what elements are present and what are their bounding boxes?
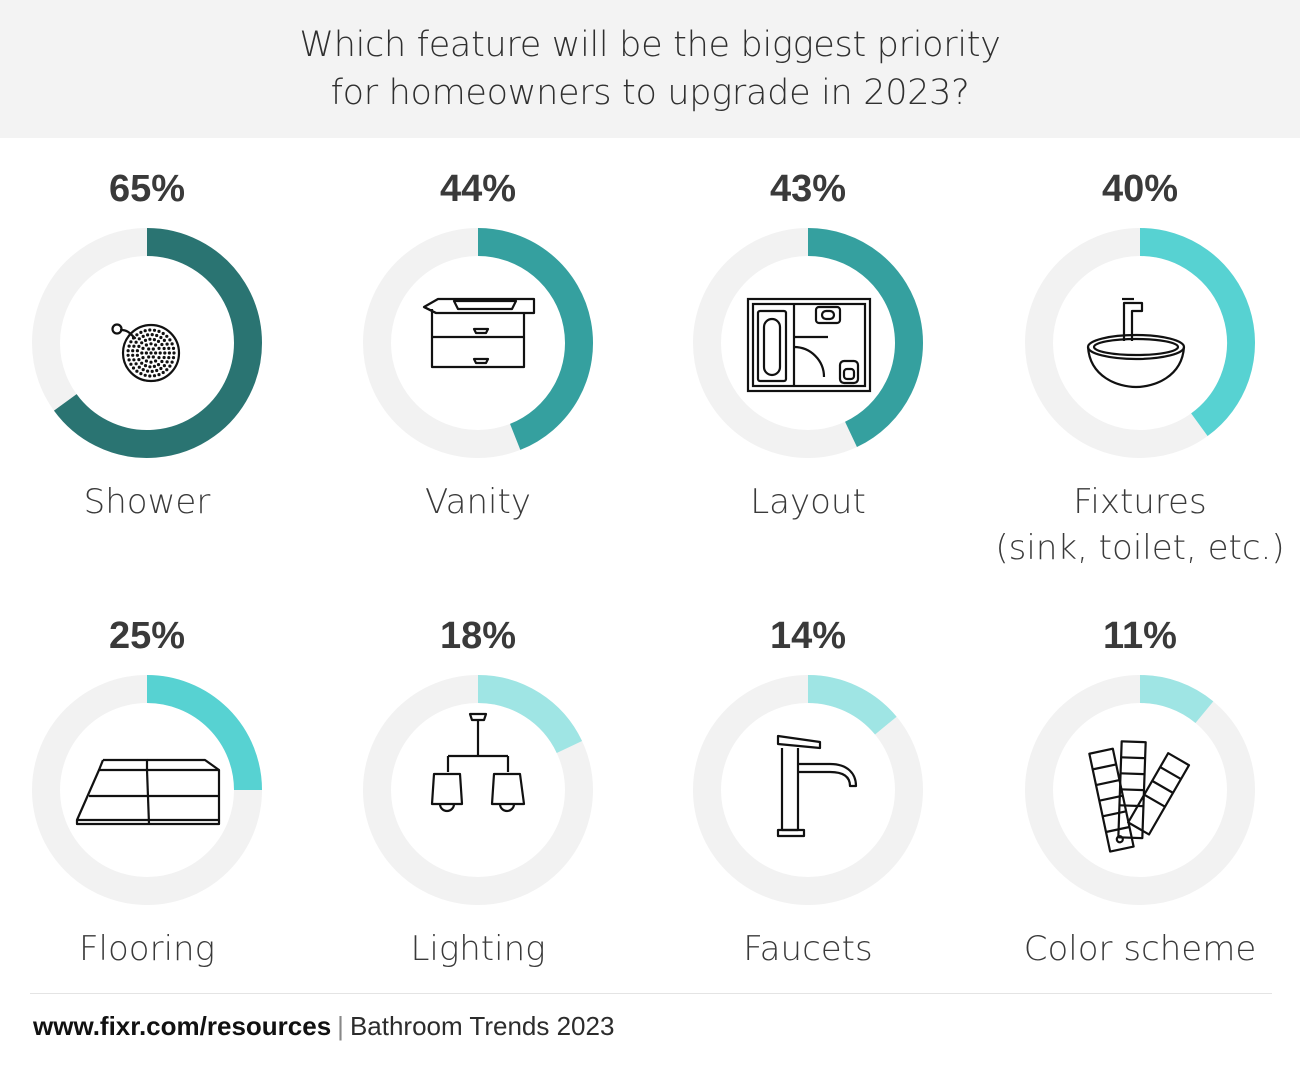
- title-line-1: Which feature will be the biggest priori…: [299, 25, 1001, 65]
- floor-plan-icon: [746, 297, 872, 393]
- donut-svg: [1025, 228, 1255, 458]
- donut-svg: [32, 675, 262, 905]
- source-link[interactable]: www.fixr.com/resources: [33, 1011, 332, 1041]
- data-label: 18%: [439, 615, 517, 657]
- source-title: Bathroom Trends 2023: [349, 1011, 615, 1041]
- faucet-icon: [776, 734, 858, 838]
- data-label: 25%: [108, 615, 186, 657]
- donut-item: 18% Lighting: [313, 612, 643, 1032]
- donut-item: 44% Vanity: [313, 165, 643, 585]
- donut-segment: [53, 228, 262, 458]
- footer-divider: [30, 993, 1272, 994]
- title-line-2: for homeowners to upgrade in 2023?: [330, 73, 970, 113]
- donut-chart: [362, 227, 594, 459]
- floor-tiles-icon: [75, 758, 221, 826]
- color-swatches-icon: [1088, 740, 1191, 853]
- data-label: 44%: [439, 168, 517, 210]
- category-label: Color scheme: [1024, 926, 1257, 972]
- category-label: Faucets: [743, 926, 872, 972]
- donut-segment: [477, 675, 583, 754]
- donut-chart: [1024, 674, 1256, 906]
- vanity-cabinet-icon: [422, 297, 536, 369]
- vessel-sink-icon: [1086, 297, 1186, 389]
- donut-item: 25% Flooring: [0, 612, 312, 1032]
- category-label-line: Layout: [750, 482, 866, 522]
- data-label: 11%: [1103, 615, 1177, 657]
- donut-svg: [363, 675, 593, 905]
- donut-segment: [807, 228, 923, 448]
- category-label: Flooring: [79, 926, 215, 972]
- donut-svg: [32, 228, 262, 458]
- category-label: Vanity: [425, 479, 531, 525]
- chandelier-icon: [430, 712, 526, 813]
- category-label-line: Vanity: [425, 482, 531, 522]
- footer-separator: |: [337, 1011, 344, 1041]
- data-label: 43%: [769, 168, 847, 210]
- category-label: Shower: [84, 479, 211, 525]
- donut-segment: [807, 675, 897, 735]
- category-label-line: Shower: [83, 482, 211, 522]
- donut-svg: [363, 228, 593, 458]
- category-label-line: Fixtures: [1073, 482, 1207, 522]
- donut-item: 14% Faucets: [643, 612, 973, 1032]
- donut-item: 11% Color scheme: [975, 612, 1300, 1032]
- donut-segment: [477, 228, 593, 450]
- chart-title: Which feature will be the biggest priori…: [0, 0, 1300, 138]
- donut-chart: [362, 674, 594, 906]
- donut-item: 43% Layout: [643, 165, 973, 585]
- donut-item: 65% Shower: [0, 165, 312, 585]
- category-label-line: Faucets: [743, 929, 873, 969]
- category-label: Layout: [750, 479, 866, 525]
- donut-chart: [692, 227, 924, 459]
- category-label-line: Flooring: [79, 929, 215, 969]
- category-label: Fixtures (sink, toilet, etc.): [995, 479, 1284, 571]
- donut-segment: [146, 675, 262, 791]
- donut-chart: [1024, 227, 1256, 459]
- donut-item: 40% Fixtures (sink, toilet, etc.): [975, 165, 1300, 585]
- data-label: 14%: [769, 615, 847, 657]
- category-label-line: (sink, toilet, etc.): [995, 528, 1285, 568]
- category-label-line: Lighting: [410, 929, 546, 969]
- data-label: 65%: [108, 168, 186, 210]
- donut-svg: [1025, 675, 1255, 905]
- donut-segment: [1139, 675, 1214, 724]
- data-label: 40%: [1101, 168, 1179, 210]
- footer: www.fixr.com/resources | Bathroom Trends 2…: [33, 1008, 614, 1044]
- shower-head-icon: [111, 323, 181, 383]
- donut-chart: [692, 674, 924, 906]
- donut-chart: [31, 227, 263, 459]
- category-label-line: Color scheme: [1023, 929, 1257, 969]
- donut-segment: [1139, 228, 1255, 437]
- donut-svg: [693, 675, 923, 905]
- donut-svg: [693, 228, 923, 458]
- category-label: Lighting: [410, 926, 545, 972]
- donut-chart: [31, 674, 263, 906]
